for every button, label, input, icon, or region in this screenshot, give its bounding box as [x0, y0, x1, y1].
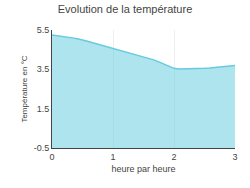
svg-text:1.5: 1.5: [37, 104, 50, 114]
svg-text:1: 1: [110, 152, 115, 162]
svg-text:-0.5: -0.5: [34, 143, 50, 153]
svg-text:3: 3: [232, 152, 237, 162]
svg-text:2: 2: [171, 152, 176, 162]
svg-text:heure par heure: heure par heure: [111, 164, 175, 174]
svg-text:0: 0: [49, 152, 54, 162]
svg-text:3.5: 3.5: [37, 64, 50, 74]
svg-text:5.5: 5.5: [37, 25, 50, 35]
svg-text:Evolution de la température: Evolution de la température: [58, 3, 193, 15]
svg-text:Température en °C: Température en °C: [20, 55, 29, 122]
